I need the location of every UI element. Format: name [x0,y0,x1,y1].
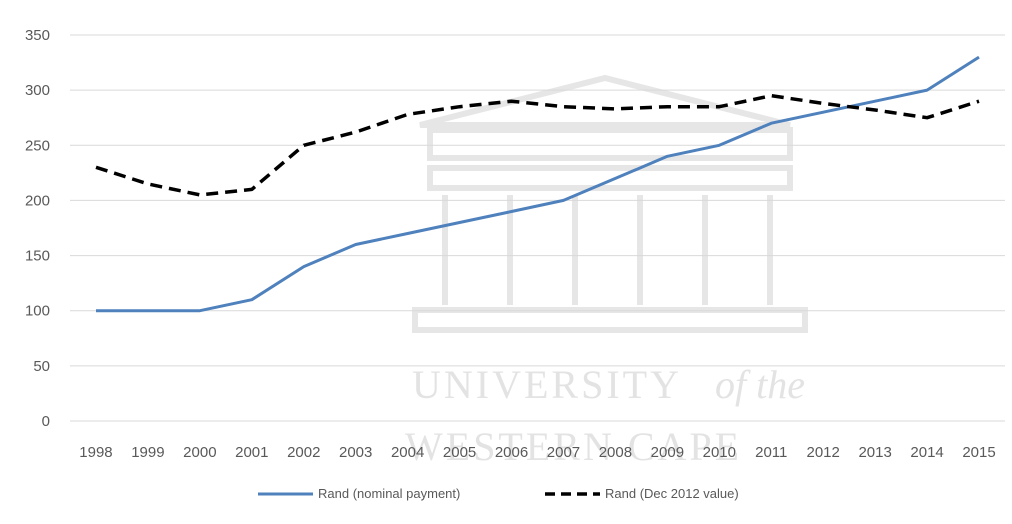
x-tick-label: 1999 [131,444,164,461]
gridlines [70,34,1005,422]
x-tick-label: 2011 [755,444,787,461]
y-axis: 0 50 100 150 200 250 300 350 [25,27,50,430]
x-tick-label: 2003 [339,444,372,461]
data-point [562,106,564,108]
data-point [770,95,772,97]
x-tick-label: 2014 [910,444,943,461]
data-point [355,244,357,246]
x-tick-label: 2000 [183,444,216,461]
data-point [978,56,980,58]
data-point [926,117,928,119]
data-point [199,310,201,312]
series-line-2 [95,93,980,197]
x-axis: 1998 1999 2000 2001 2002 2003 2004 2005 2006 2007… [79,444,995,461]
y-tick-label: 250 [25,137,50,154]
x-tick-label: 2007 [547,444,580,461]
data-point [355,131,357,133]
data-point [459,106,461,108]
data-point [978,100,980,102]
data-point [718,106,720,108]
data-point [614,177,616,179]
x-tick-label: 2009 [651,444,684,461]
y-tick-label: 200 [25,192,50,209]
data-point [407,113,409,115]
data-point [95,166,97,168]
watermark-line-1-suffix: of the [715,362,805,407]
series-group [95,55,980,313]
legend-label: Rand (Dec 2012 value) [605,486,739,501]
data-point [147,310,149,312]
x-tick-label: 2008 [599,444,632,461]
legend-label: Rand (nominal payment) [318,486,460,501]
watermark-line-2: WESTERN CAPE [405,424,742,469]
data-point [251,188,253,190]
legend: Rand (nominal payment) Rand (Dec 2012 val… [258,486,739,501]
x-tick-label: 2012 [807,444,840,461]
data-point [459,221,461,223]
x-tick-label: 2015 [962,444,995,461]
data-point [770,122,772,124]
x-tick-label: 2006 [495,444,528,461]
x-tick-label: 2001 [235,444,268,461]
watermark-line-1: UNIVERSITY [412,362,682,407]
data-point [718,144,720,146]
data-point [303,144,305,146]
y-tick-label: 300 [25,82,50,99]
x-tick-label: 2013 [858,444,891,461]
x-tick-label: 2002 [287,444,320,461]
data-point [822,102,824,104]
x-tick-label: 1998 [79,444,112,461]
data-point [95,310,97,312]
data-point [511,210,513,212]
y-tick-label: 100 [25,303,50,320]
x-tick-label: 2010 [703,444,736,461]
data-point [822,111,824,113]
data-point [511,100,513,102]
x-tick-label: 2005 [443,444,476,461]
y-tick-label: 150 [25,248,50,265]
data-point [562,199,564,201]
university-watermark: UNIVERSITY of the WESTERN CAPE [405,74,808,469]
data-point [147,183,149,185]
y-tick-label: 350 [25,27,50,44]
y-tick-label: 0 [42,413,50,430]
data-point [666,155,668,157]
data-point [251,299,253,301]
data-point [926,89,928,91]
series-line-1 [96,55,980,313]
building-emblem [412,74,808,333]
data-point [666,106,668,108]
data-point [614,108,616,110]
data-point [874,100,876,102]
data-point [303,266,305,268]
x-tick-label: 2004 [391,444,424,461]
data-point [874,109,876,111]
data-point [407,233,409,235]
data-point [199,194,201,196]
y-tick-label: 50 [33,358,50,375]
